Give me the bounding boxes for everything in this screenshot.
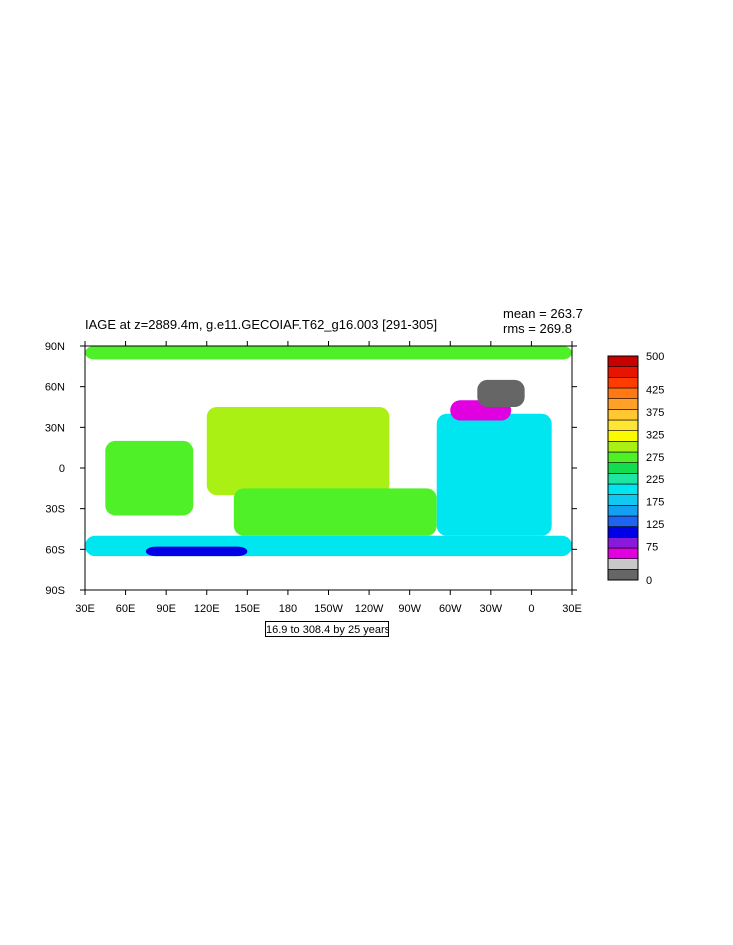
colorbar-label: 125: [646, 519, 664, 531]
x-tick-label: 90E: [156, 603, 176, 615]
y-tick-label: 60N: [45, 382, 65, 394]
field-region-3: [233, 488, 437, 536]
y-tick-label: 90S: [45, 585, 65, 597]
colorbar-swatch: [607, 441, 639, 453]
colorbar-swatch: [607, 462, 639, 474]
contour-interval-label: 16.9 to 308.4 by 25 years: [265, 621, 389, 637]
mean-stat: mean = 263.7: [503, 306, 583, 321]
x-tick-label: 120W: [355, 603, 384, 615]
field-region-6: [436, 413, 552, 536]
colorbar-swatch: [607, 377, 639, 389]
colorbar-swatch: [607, 419, 639, 431]
colorbar-label: 175: [646, 497, 664, 509]
colorbar-swatch: [607, 451, 639, 463]
x-tick-label: 0: [528, 603, 534, 615]
colorbar-swatch: [607, 483, 639, 495]
x-tick-label: 30E: [75, 603, 95, 615]
chart-title: IAGE at z=2889.4m, g.e11.GECOIAF.T62_g16…: [85, 317, 438, 332]
colorbar-label: 0: [646, 575, 652, 587]
colorbar-label: 425: [646, 385, 664, 397]
y-tick-label: 30N: [45, 422, 65, 434]
x-tick-label: 60W: [439, 603, 462, 615]
colorbar-swatch: [607, 409, 639, 421]
x-tick-label: 60E: [116, 603, 136, 615]
colorbar-label: 225: [646, 474, 664, 486]
field-region-9: [85, 346, 572, 360]
colorbar-swatch: [607, 505, 639, 517]
rms-stat: rms = 269.8: [503, 321, 573, 336]
colorbar-swatch: [607, 494, 639, 506]
colorbar-swatch: [607, 355, 639, 367]
colorbar-label: 325: [646, 429, 664, 441]
colorbar-swatch: [607, 569, 639, 581]
colorbar-swatch: [607, 526, 639, 538]
colorbar-swatch: [607, 547, 639, 559]
x-tick-label: 150E: [234, 603, 260, 615]
colorbar-swatch: [607, 473, 639, 485]
field-region-5: [145, 546, 248, 557]
colorbar-swatch: [607, 387, 639, 399]
field-region-1: [105, 440, 194, 516]
colorbar-label: 375: [646, 407, 664, 419]
colorbar-swatch: [607, 398, 639, 410]
colorbar-swatch: [607, 537, 639, 549]
colorbar-label: 75: [646, 541, 658, 553]
colorbar-swatch: [607, 558, 639, 570]
x-tick-label: 180: [279, 603, 297, 615]
colorbar-swatch: [607, 430, 639, 442]
colorbar-swatch: [607, 366, 639, 378]
field-region-2: [206, 407, 390, 496]
y-tick-label: 0: [59, 463, 65, 475]
x-tick-label: 30W: [480, 603, 503, 615]
x-tick-label: 90W: [398, 603, 421, 615]
colorbar-label: 275: [646, 452, 664, 464]
y-tick-label: 30S: [45, 504, 65, 516]
x-tick-label: 30E: [562, 603, 582, 615]
colorbar-swatch: [607, 515, 639, 527]
x-tick-label: 150W: [314, 603, 343, 615]
field-region-8: [477, 379, 525, 407]
colorbar-frame: [607, 355, 639, 581]
y-tick-label: 90N: [45, 341, 65, 353]
y-tick-label: 60S: [45, 544, 65, 556]
x-tick-label: 120E: [194, 603, 220, 615]
colorbar-label: 500: [646, 351, 664, 363]
